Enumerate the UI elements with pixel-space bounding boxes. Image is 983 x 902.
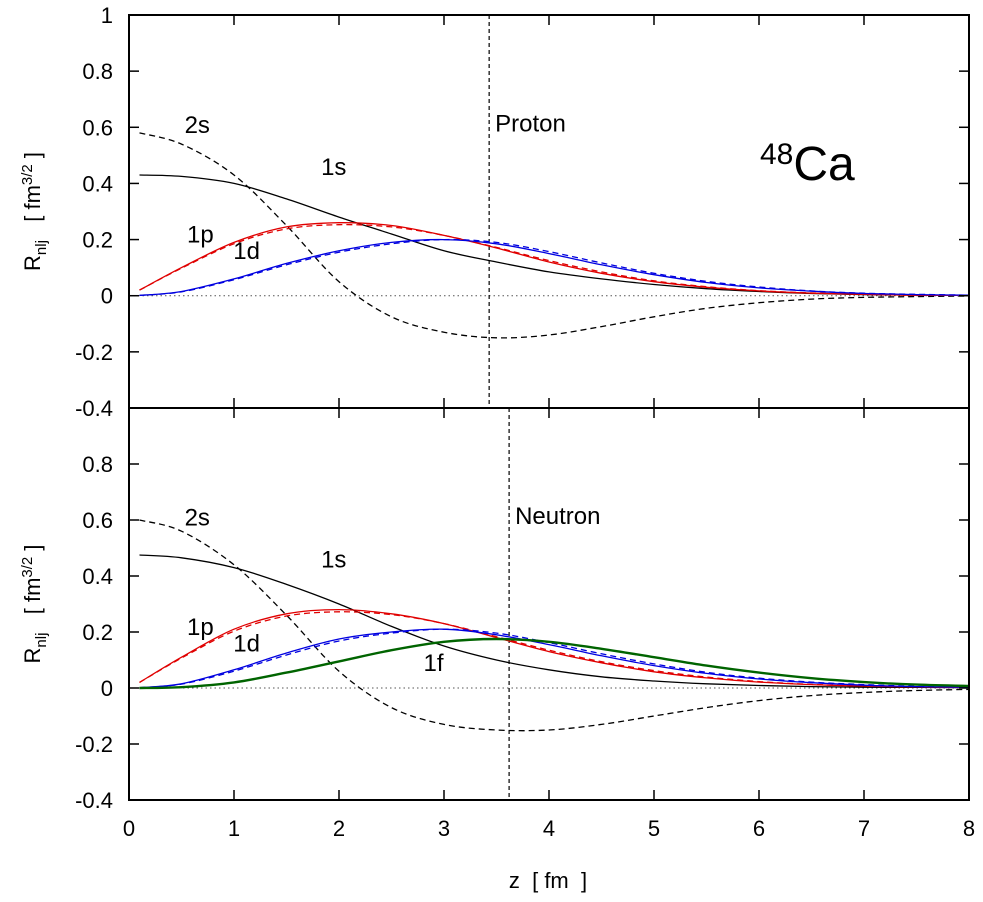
y-axis-label-part: 3/2: [19, 557, 36, 578]
y-tick-label: -0.4: [75, 788, 113, 813]
x-tick-label: 1: [228, 816, 240, 841]
series-line-1p-2: [139, 608, 970, 689]
y-axis-label-part: nlj: [33, 240, 50, 255]
y-tick-label: -0.4: [75, 396, 113, 421]
curve-label-2s: 2s: [185, 112, 210, 139]
series-line-1s-0: [139, 174, 970, 297]
plot-frame: [128, 407, 970, 801]
y-tick-label: 0.2: [82, 228, 113, 253]
isotope-label: 48Ca: [760, 138, 855, 191]
curve-label-1p: 1p: [187, 614, 214, 641]
x-tick-label: 4: [543, 816, 555, 841]
plot-frame: [128, 14, 970, 409]
curve-label-1s: 1s: [321, 547, 346, 574]
series-line-1s-0: [139, 554, 970, 689]
y-tick-label: 1: [101, 3, 113, 28]
series-line-2s-1: [139, 519, 970, 732]
curve-label-1d: 1d: [233, 631, 260, 658]
y-axis-label: Rnlj [ fm3/2 ]: [19, 545, 50, 664]
x-tick-label: 2: [333, 816, 345, 841]
x-tick-label: 8: [963, 816, 975, 841]
curve-label-1s: 1s: [321, 154, 346, 181]
series-line-dashed-3: [139, 223, 970, 297]
y-tick-label: -0.2: [75, 340, 113, 365]
x-tick-label: 0: [123, 816, 135, 841]
curve-label-1f: 1f: [423, 650, 443, 677]
panel-annotation: Neutron: [515, 503, 600, 530]
series-line-2s-1: [139, 132, 970, 339]
x-axis-label: z [ fm ]: [509, 868, 587, 893]
y-tick-label: 0.8: [82, 452, 113, 477]
series-line-1d-4: [139, 238, 970, 297]
y-tick-label: 0: [101, 676, 113, 701]
x-tick-label: 6: [753, 816, 765, 841]
y-axis-label-part: R: [20, 255, 45, 271]
y-axis-label-part: R: [20, 648, 45, 664]
isotope-mass: 48: [760, 138, 793, 171]
y-axis-label-part: [ fm: [20, 185, 45, 240]
x-tick-label: 5: [648, 816, 660, 841]
y-axis-label-part: ]: [20, 152, 45, 164]
y-tick-label: 0.6: [82, 115, 113, 140]
y-tick-label: 0.6: [82, 508, 113, 533]
y-tick-label: 0.4: [82, 171, 113, 196]
y-axis-label-part: ]: [20, 545, 45, 557]
curve-label-1p: 1p: [187, 221, 214, 248]
panel-proton: -0.4 -0.2 0 0.2 0.4 0.6 0.8 1 2s 1s 1p 1d Proton Rnlj…: [19, 3, 970, 421]
series-line-1d-4: [139, 628, 970, 689]
panel-annotation: Proton: [495, 110, 566, 137]
curve-label-1d: 1d: [233, 238, 260, 265]
isotope-symbol: Ca: [793, 138, 855, 191]
y-axis-label-part: [ fm: [20, 578, 45, 633]
series-line-dashed-5: [139, 238, 970, 297]
y-tick-label: 0: [101, 284, 113, 309]
x-tick-label: 3: [438, 816, 450, 841]
y-tick-label: -0.2: [75, 732, 113, 757]
x-tick-label: 7: [858, 816, 870, 841]
curve-label-2s: 2s: [185, 505, 210, 532]
y-axis-label: Rnlj [ fm3/2 ]: [19, 152, 50, 271]
y-tick-label: 0.2: [82, 620, 113, 645]
y-axis-label-part: nlj: [33, 633, 50, 648]
panel-neutron: -0.4 -0.2 0 0.2 0.4 0.6 0.8 0 1 2 3 4 5 6 7 8 2s 1s 1p 1d 1f…: [19, 407, 975, 841]
y-tick-label: 0.4: [82, 564, 113, 589]
series-line-dashed-5: [139, 628, 970, 689]
series-line-1p-2: [139, 222, 970, 297]
y-axis-label-part: 3/2: [19, 164, 36, 185]
series-line-1f-6: [139, 637, 970, 690]
y-tick-label: 0.8: [82, 59, 113, 84]
